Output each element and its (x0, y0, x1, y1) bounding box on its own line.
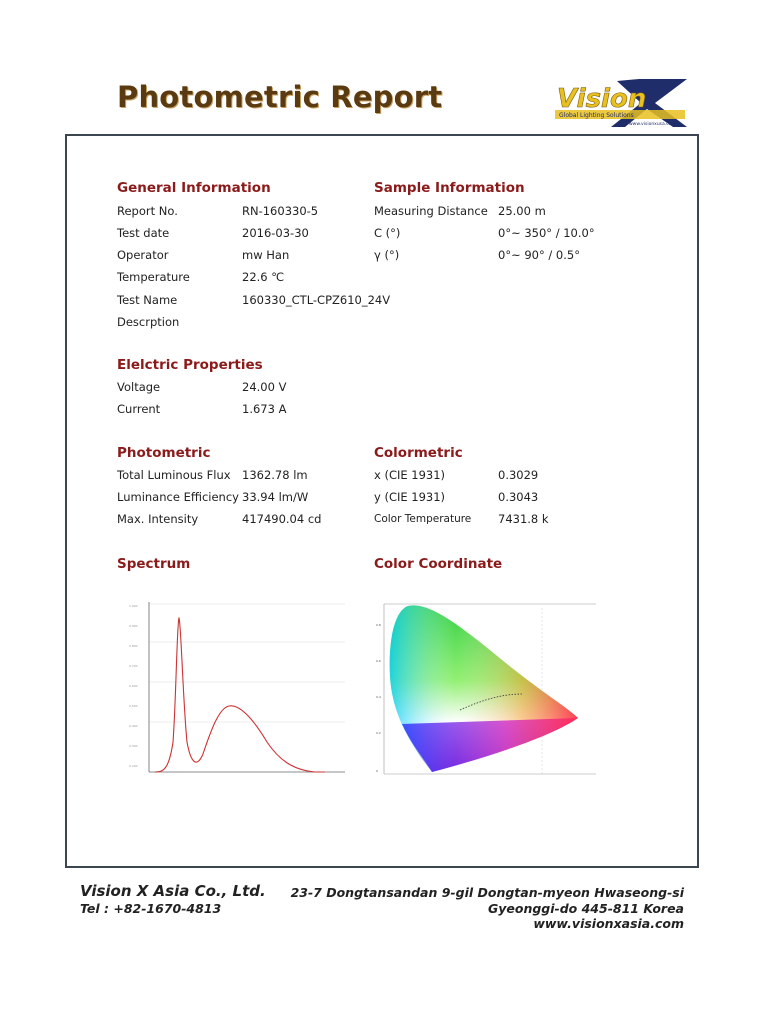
colormetric-heading: Colormetric (374, 445, 463, 461)
svg-text:0.6: 0.6 (376, 659, 381, 663)
logo-url: www.visionxusa.com (629, 121, 676, 127)
efficiency-label: Luminance Efficiency (117, 490, 239, 504)
svg-text:0.700: 0.700 (129, 664, 138, 668)
footer-address-line1: 23-7 Dongtansandan 9-gil Dongtan-myeon H… (290, 885, 684, 900)
temperature-label: Temperature (117, 270, 190, 284)
color-temp-value: 7431.8 k (498, 512, 549, 526)
general-info-heading: General Information (117, 180, 271, 196)
max-intensity-value: 417490.04 cd (242, 512, 322, 526)
cie-diagram: 0.8 0.6 0.4 0.2 0 (372, 596, 600, 780)
svg-text:0.8: 0.8 (376, 623, 381, 627)
photometric-heading: Photometric (117, 445, 211, 461)
current-label: Current (117, 402, 161, 416)
vision-x-logo: Vision Global Lighting Solutions www.vis… (555, 79, 687, 127)
cie-x-value: 0.3029 (498, 468, 539, 482)
sample-info-heading: Sample Information (374, 180, 525, 196)
gamma-angle-value: 0°~ 90° / 0.5° (498, 248, 580, 262)
voltage-label: Voltage (117, 380, 161, 394)
footer-tel: Tel : +82-1670-4813 (80, 901, 222, 916)
voltage-value: 24.00 V (242, 380, 287, 394)
spectrum-heading: Spectrum (117, 556, 191, 572)
spectrum-curve (154, 616, 325, 773)
svg-text:0.2: 0.2 (376, 731, 381, 735)
report-no-value: RN-160330-5 (242, 204, 319, 218)
cie-y-value: 0.3043 (498, 490, 539, 504)
test-date-value: 2016-03-30 (242, 226, 309, 240)
luminous-flux-value: 1362.78 lm (242, 468, 308, 482)
svg-text:0: 0 (376, 769, 378, 773)
svg-text:0.4: 0.4 (376, 695, 381, 699)
electric-heading: Elelctric Properties (117, 357, 263, 373)
color-temp-label: Color Temperature (374, 513, 472, 525)
gamma-angle-label: γ (°) (374, 248, 400, 262)
operator-value: mw Han (242, 248, 290, 262)
spectrum-chart: 1.000 0.900 0.800 0.700 0.600 0.500 0.400 0.3… (115, 592, 351, 786)
footer-website: www.visionxasia.com (533, 916, 684, 931)
svg-text:0.200: 0.200 (129, 764, 138, 768)
cie-y-label: y (CIE 1931) (374, 490, 446, 504)
page-title: Photometric Report (117, 80, 443, 114)
footer-company: Vision X Asia Co., Ltd. (80, 882, 266, 900)
svg-text:0.500: 0.500 (129, 704, 138, 708)
measuring-distance-label: Measuring Distance (374, 204, 488, 218)
svg-text:0.300: 0.300 (129, 744, 138, 748)
description-label: Descrption (117, 315, 180, 329)
efficiency-value: 33.94 lm/W (242, 490, 309, 504)
svg-text:0.800: 0.800 (129, 644, 138, 648)
logo-wordmark: Vision (557, 84, 646, 114)
report-frame (65, 134, 699, 868)
svg-text:0.400: 0.400 (129, 724, 138, 728)
test-name-label: Test Name (117, 293, 178, 307)
operator-label: Operator (117, 248, 169, 262)
logo-tagline: Global Lighting Solutions (559, 112, 634, 119)
test-name-value: 160330_CTL-CPZ610_24V (242, 293, 391, 307)
c-angle-value: 0°~ 350° / 10.0° (498, 226, 595, 240)
test-date-label: Test date (117, 226, 170, 240)
report-no-label: Report No. (117, 204, 178, 218)
measuring-distance-value: 25.00 m (498, 204, 546, 218)
luminous-flux-label: Total Luminous Flux (117, 468, 231, 482)
footer-address-line2: Gyeonggi-do 445-811 Korea (487, 901, 684, 916)
svg-text:0.600: 0.600 (129, 684, 138, 688)
max-intensity-label: Max. Intensity (117, 512, 199, 526)
svg-text:0.900: 0.900 (129, 624, 138, 628)
color-coordinate-heading: Color Coordinate (374, 556, 503, 572)
svg-text:1.000: 1.000 (129, 604, 138, 608)
cie-x-label: x (CIE 1931) (374, 468, 446, 482)
temperature-value: 22.6 ℃ (242, 270, 285, 284)
current-value: 1.673 A (242, 402, 287, 416)
c-angle-label: C (°) (374, 226, 401, 240)
